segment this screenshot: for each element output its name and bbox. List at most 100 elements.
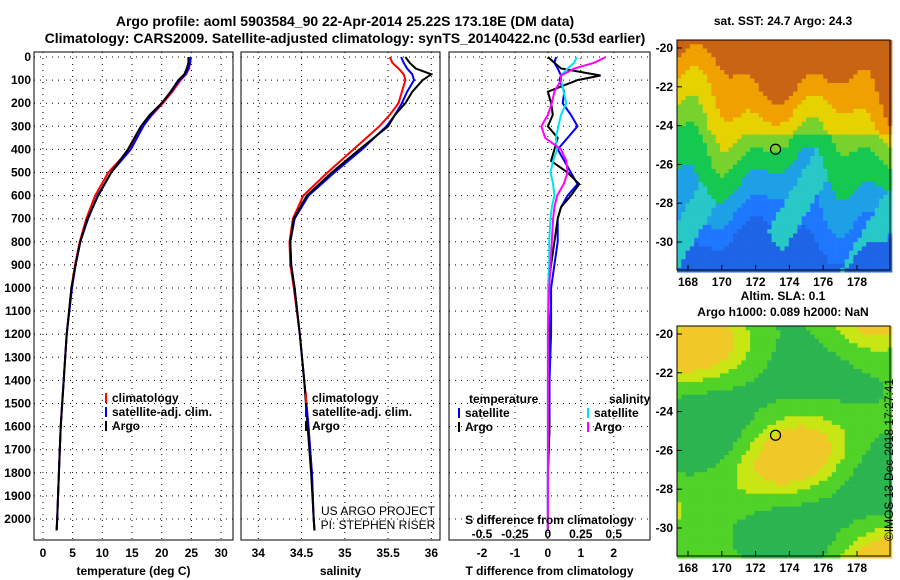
- map-cell: [677, 169, 682, 174]
- map-cell: [879, 364, 884, 370]
- map-cell: [823, 138, 828, 144]
- map-cell: [775, 446, 781, 451]
- map-cell: [801, 338, 807, 344]
- map-cell: [793, 52, 798, 58]
- map-cell: [780, 381, 785, 387]
- map-cell: [861, 164, 867, 170]
- map-cell: [827, 390, 833, 396]
- map-cell: [689, 48, 695, 54]
- map-cell: [720, 485, 725, 490]
- map-cell: [823, 156, 828, 161]
- map-cell: [694, 160, 699, 165]
- map-cell: [879, 229, 884, 234]
- map-cell: [711, 360, 716, 365]
- map-cell: [853, 433, 858, 439]
- map-cell: [793, 455, 798, 460]
- map-cell: [797, 177, 802, 183]
- map-cell: [883, 138, 888, 144]
- map-cell: [810, 52, 815, 58]
- map-cell: [689, 40, 695, 45]
- map-cell: [750, 347, 755, 353]
- map-cell: [788, 386, 794, 391]
- map-cell: [866, 104, 871, 110]
- map-cell: [840, 356, 845, 361]
- map-cell: [707, 347, 712, 353]
- map-cell: [836, 104, 841, 110]
- map-cell: [801, 472, 807, 477]
- map-cell: [797, 156, 802, 161]
- map-cell: [763, 233, 768, 239]
- map-cell: [870, 343, 876, 348]
- map-cell: [879, 104, 884, 110]
- map-cell: [763, 151, 768, 157]
- map-cell: [750, 61, 755, 67]
- map-cell: [879, 48, 884, 54]
- map-cell: [870, 52, 876, 58]
- map-cell: [814, 52, 820, 58]
- map-cell: [857, 130, 863, 135]
- map-cell: [831, 407, 837, 413]
- map-cell: [827, 177, 833, 183]
- map-cell: [797, 48, 802, 54]
- map-cell: [784, 246, 790, 251]
- map-cell: [771, 108, 777, 114]
- map-cell: [698, 186, 704, 191]
- map-cell: [793, 429, 798, 434]
- map-cell: [754, 190, 759, 196]
- map-cell: [823, 203, 828, 208]
- map-cell: [793, 437, 798, 443]
- map-cell: [827, 351, 833, 357]
- map-cell: [831, 356, 837, 361]
- map-cell: [849, 263, 854, 269]
- map-cell: [698, 416, 704, 421]
- map-cell: [741, 343, 747, 348]
- map-cell: [732, 330, 738, 335]
- map-cell: [797, 203, 802, 208]
- map-cell: [849, 424, 854, 430]
- map-cell: [831, 347, 837, 353]
- map-cell: [689, 91, 695, 97]
- map-cell: [775, 373, 781, 378]
- map-cell: [784, 493, 790, 499]
- map-cell: [831, 160, 837, 165]
- map-cell: [707, 485, 712, 490]
- map-cell: [879, 130, 884, 135]
- map-cell: [737, 356, 742, 361]
- map-cell: [698, 164, 704, 170]
- map-cell: [840, 498, 845, 503]
- map-cell: [784, 356, 790, 361]
- map-cell: [702, 134, 708, 140]
- map-cell: [771, 407, 777, 413]
- map-cell: [754, 476, 759, 482]
- map-cell: [767, 463, 772, 469]
- map-cell: [728, 263, 734, 269]
- map-cell: [814, 343, 820, 348]
- map-cell: [745, 386, 751, 391]
- map-cell: [844, 480, 850, 486]
- map-cell: [810, 70, 815, 75]
- map-cell: [728, 126, 734, 131]
- map-cell: [698, 498, 704, 503]
- map-cell: [874, 224, 880, 230]
- map-cell: [861, 412, 867, 417]
- map-cell: [724, 390, 729, 396]
- map-cell: [831, 369, 837, 374]
- map-cell: [814, 369, 820, 374]
- map-cell: [775, 237, 781, 243]
- map-cell: [771, 44, 777, 49]
- map-cell: [836, 472, 841, 477]
- map-cell: [818, 147, 824, 153]
- map-cell: [879, 126, 884, 131]
- map-cell: [677, 44, 682, 49]
- map-cell: [707, 220, 712, 226]
- lon-tick-label: 170: [712, 275, 732, 289]
- map-cell: [750, 459, 755, 464]
- map-cell: [707, 343, 712, 348]
- map-cell: [874, 360, 880, 365]
- map-cell: [861, 489, 867, 494]
- map-cell: [763, 229, 768, 234]
- map-cell: [823, 386, 828, 391]
- map-cell: [861, 151, 867, 157]
- map-cell: [677, 498, 682, 503]
- map-cell: [874, 156, 880, 161]
